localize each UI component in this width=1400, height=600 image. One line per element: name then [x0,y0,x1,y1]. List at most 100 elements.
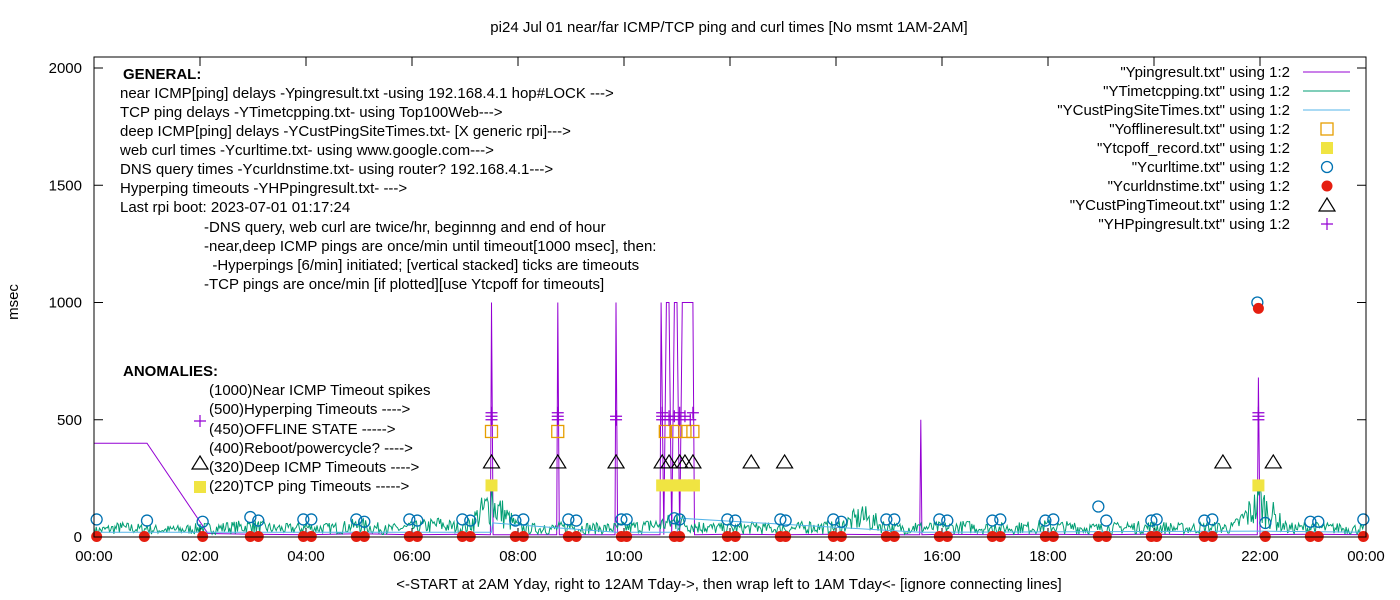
data-point [670,453,689,469]
data-point [1213,453,1232,469]
x-tick-label: 20:00 [1135,548,1173,565]
anomaly-line: (450)OFFLINE STATE -----> [209,421,396,438]
x-tick-label: 12:00 [711,548,749,565]
legend-label: "Ytcpoff_record.txt" using 1:2 [1097,140,1290,157]
note-line: -Hyperpings [6/min] initiated; [vertical… [204,257,640,274]
data-point [656,406,669,419]
note-line: -DNS query, web curl are twice/hr, begin… [204,219,606,236]
data-point [305,513,318,526]
x-tick-label: 00:00 [75,548,113,565]
data-point [687,479,700,492]
legend-label: "YCustPingTimeout.txt" using 1:2 [1070,197,1290,214]
x-tick-label: 00:00 [1347,548,1385,565]
legend-marker [1321,180,1333,192]
general-line: TCP ping delays -YTimetcpping.txt- using… [120,104,503,121]
data-point [196,515,209,528]
series-4 [485,479,1265,492]
data-point [933,513,946,526]
data-point [835,515,848,528]
data-point [1252,479,1265,492]
note-line: -TCP pings are once/min [if plotted][use… [204,276,605,293]
note-line: -near,deep ICMP pings are once/min until… [204,238,657,255]
data-point [551,424,565,439]
x-tick-label: 10:00 [605,548,643,565]
anomaly-line: (220)TCP ping Timeouts -----> [209,478,410,495]
x-tick-label: 22:00 [1241,548,1279,565]
plot-border [93,56,1367,538]
chart-title: pi24 Jul 01 near/far ICMP/TCP ping and c… [490,19,967,36]
data-point [517,513,530,526]
data-point [403,513,416,526]
series-3 [484,424,700,439]
anomaly-line: (500)Hyperping Timeouts ----> [209,401,411,418]
data-point [1039,514,1052,527]
data-point [684,413,697,426]
x-tick-label: 16:00 [923,548,961,565]
data-point [1252,302,1264,314]
anomalies-heading: ANOMALIES: [123,363,218,380]
series-8 [485,406,1265,426]
general-line: near ICMP[ping] delays -Ypingresult.txt … [120,85,614,102]
data-point [562,513,575,526]
data-point [1047,513,1060,526]
data-point [620,513,633,526]
data-point [673,513,686,526]
anomaly-line: (1000)Near ICMP Timeout spikes [209,382,431,399]
data-point [548,453,567,469]
data-point [941,514,954,527]
data-point [509,514,522,527]
data-point [358,515,371,528]
anomaly-line: (400)Reboot/powercycle? ----> [209,440,413,457]
x-axis-label: <-START at 2AM Yday, right to 12AM Tday-… [396,576,1061,593]
general-line: web curl times -Ycurltime.txt- using www… [120,142,494,159]
legend-marker [1320,122,1334,136]
data-point [350,513,363,526]
data-point [485,479,498,492]
legend-label: "Ypingresult.txt" using 1:2 [1120,64,1290,81]
data-point [484,424,499,439]
x-tick-label: 06:00 [393,548,431,565]
data-point [774,513,787,526]
series-5 [90,296,1370,530]
data-point [986,514,999,527]
legend-label: "YCustPingSiteTimes.txt" using 1:2 [1057,102,1290,119]
data-point [880,513,893,526]
data-point [244,510,257,524]
general-heading: GENERAL: [123,66,202,83]
data-point [610,410,623,423]
legend-label: "YHPpingresult.txt" using 1:2 [1098,216,1290,233]
series-2 [94,517,1367,533]
anomaly-key-marker [190,454,210,470]
data-point [668,512,681,525]
anomaly-key-marker [194,481,206,493]
general-line: Last rpi boot: 2023-07-01 01:17:24 [120,199,351,216]
y-tick-label: 1500 [49,177,82,194]
legend-label: "YTimetcpping.txt" using 1:2 [1103,83,1290,100]
data-point [673,406,686,419]
data-point [775,453,794,469]
x-tick-label: 02:00 [181,548,219,565]
legend-marker [1321,218,1333,230]
data-point [994,513,1007,526]
data-point [1259,516,1272,530]
data-point [659,453,679,469]
legend-label: "Ycurltime.txt" using 1:2 [1132,159,1290,176]
data-point [570,514,583,527]
anomaly-line: (320)Deep ICMP Timeouts ----> [209,459,420,476]
data-point [779,514,792,527]
general-line: DNS query times -Ycurldnstime.txt- using… [120,161,554,178]
data-point [297,513,310,526]
data-point [678,424,692,439]
data-point [464,514,477,527]
data-point [482,453,501,469]
data-point [683,453,702,469]
series-7 [482,453,1283,469]
data-point [140,514,154,527]
data-point [90,513,103,526]
data-point [1252,406,1265,419]
data-point [485,406,498,419]
legend-marker [1320,160,1334,174]
data-point [686,424,700,439]
